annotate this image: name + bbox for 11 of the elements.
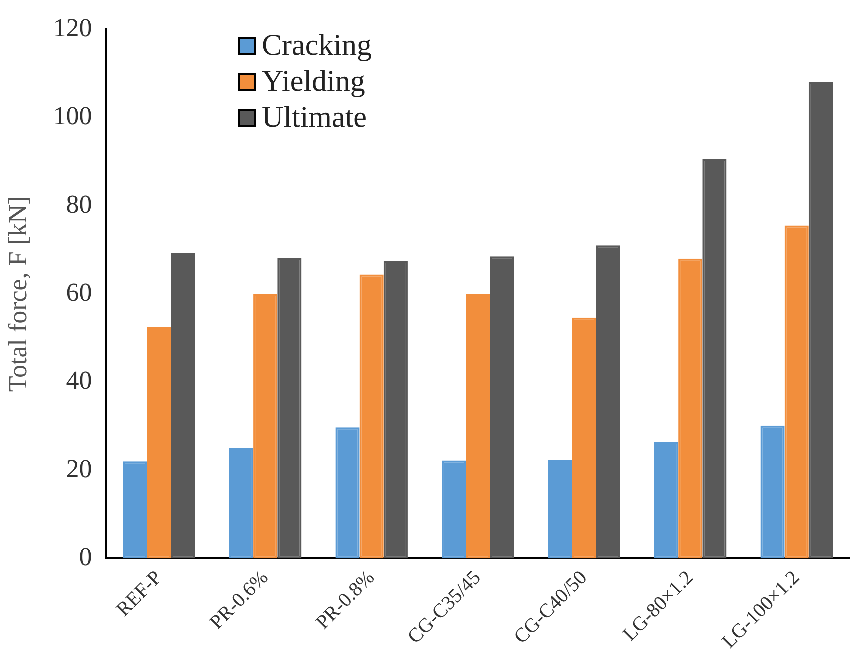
legend-label: Ultimate: [262, 100, 367, 136]
y-tick-label: 100: [53, 102, 92, 131]
y-tick-label: 60: [66, 278, 92, 307]
y-tick-label: 80: [66, 190, 92, 219]
y-tick-label: 20: [66, 454, 92, 484]
y-tick-label: 120: [53, 13, 92, 42]
y-tick-label: 40: [66, 366, 92, 396]
legend-label: Cracking: [262, 28, 372, 64]
y-axis-title: Total force, F [kN]: [3, 196, 32, 392]
legend-label: Yielding: [262, 64, 366, 100]
y-tick-label: 0: [79, 542, 92, 572]
